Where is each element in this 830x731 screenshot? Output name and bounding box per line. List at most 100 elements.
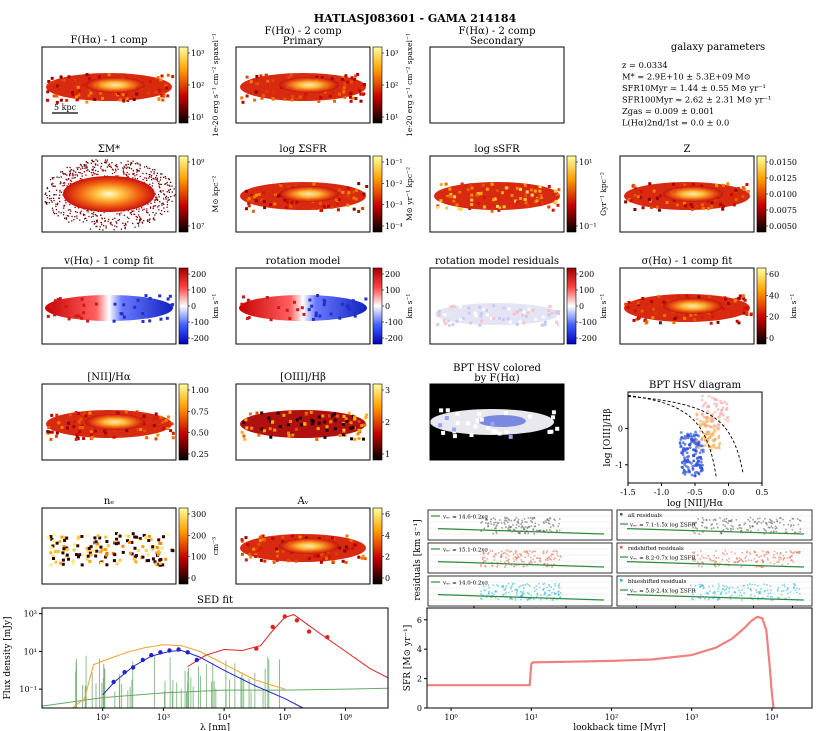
mass-map-pixel: [139, 163, 141, 165]
residual-point: [699, 594, 702, 596]
map-spaxel: [637, 303, 641, 307]
map-spaxel: [540, 200, 544, 204]
residual-point: [726, 586, 728, 588]
residual-point: [789, 550, 792, 552]
map-spaxel: [341, 77, 345, 81]
velocity-map-spaxel: [86, 319, 90, 323]
map-spaxel: [264, 73, 268, 77]
mass-map-pixel: [163, 203, 165, 206]
map-spaxel: [141, 555, 145, 559]
map-spaxel: [458, 190, 462, 194]
map-spaxel: [272, 90, 276, 94]
mass-map-pixel: [93, 160, 95, 163]
map-spaxel: [524, 201, 528, 205]
map-spaxel: [115, 562, 119, 566]
map-spaxel: [269, 419, 273, 423]
map-spaxel: [334, 198, 338, 202]
residual-point: [747, 559, 750, 561]
map-spaxel: [626, 305, 630, 309]
map-spaxel: [166, 94, 170, 98]
map-spaxel: [350, 80, 354, 84]
mass-map-pixel: [93, 223, 95, 225]
residual-point: [758, 591, 760, 593]
residual-point: [766, 557, 769, 559]
mass-map-pixel: [72, 175, 74, 177]
map-spaxel: [547, 205, 551, 209]
residual-point: [713, 564, 716, 566]
mass-map-pixel: [46, 203, 48, 205]
residual-point: [534, 590, 536, 592]
map-spaxel: [700, 184, 704, 188]
map-spaxel: [470, 186, 474, 190]
residual-point: [713, 554, 715, 557]
residual-point: [749, 553, 752, 555]
residual-point: [494, 597, 497, 599]
map-spaxel: [260, 96, 264, 100]
map-spaxel: [276, 411, 280, 415]
residual-point: [731, 519, 733, 521]
colorbar: [372, 267, 383, 345]
map-spaxel: [342, 86, 346, 90]
map-spaxel: [159, 78, 163, 82]
map-spaxel: [689, 203, 693, 207]
map-spaxel: [697, 295, 701, 299]
colorbar-tick-label: 0.0075: [769, 206, 797, 215]
map-disk: [240, 410, 366, 438]
residual-point: [701, 517, 704, 519]
mass-map-pixel: [53, 194, 55, 196]
residual-point: [507, 591, 510, 594]
bpt-xtick-label: 0.0: [722, 488, 735, 497]
residual-point: [552, 588, 555, 591]
residual-fit-legend: vₑₒ = 7.1-1.5x log ΣSFR: [629, 523, 696, 529]
map-frame: [235, 383, 371, 461]
residual-point: [797, 551, 800, 554]
residual-point: [722, 520, 724, 522]
map-spaxel: [737, 186, 740, 190]
residual-point: [547, 589, 550, 592]
residual-point: [708, 597, 711, 600]
map-spaxel: [142, 415, 146, 418]
residual-point: [773, 550, 776, 553]
bpt-point: [688, 443, 692, 447]
residual-point: [526, 527, 529, 530]
bpt-map-spaxel: [444, 416, 449, 420]
residual-point: [537, 530, 539, 532]
residual-point: [728, 520, 731, 522]
map-spaxel: [514, 199, 518, 203]
residual-map-spaxel: [524, 315, 528, 318]
map-spaxel: [131, 532, 135, 536]
mass-map-pixel: [136, 171, 138, 173]
residual-point: [696, 554, 699, 556]
residual-point: [780, 594, 783, 596]
residual-point: [787, 592, 789, 595]
residual-point: [700, 585, 702, 587]
map-spaxel: [342, 428, 346, 432]
bpt-map-spaxel: [469, 433, 474, 437]
residual-point: [740, 558, 743, 561]
mass-map-pixel: [46, 187, 48, 189]
sed-observed-point: [185, 650, 190, 655]
mass-map-pixel: [158, 183, 160, 185]
mass-map-pixel: [127, 176, 130, 178]
mass-map-pixel: [99, 226, 101, 228]
residual-point: [483, 560, 485, 562]
map-spaxel: [362, 92, 366, 96]
bpt-cloud-point: [695, 417, 699, 421]
colorbar-tick-label: 20: [769, 313, 779, 322]
mass-map-pixel: [92, 168, 94, 170]
mass-map-pixel: [159, 212, 162, 215]
mass-map-pixel: [161, 173, 163, 175]
bpt-cloud-point: [688, 470, 691, 474]
map-spaxel: [741, 294, 745, 298]
mass-map-pixel: [155, 212, 157, 214]
mass-map-pixel: [120, 212, 122, 214]
map-spaxel: [344, 74, 348, 78]
velocity-map-spaxel: [53, 313, 57, 317]
bpt-cloud-point: [707, 417, 711, 421]
map-spaxel: [50, 413, 54, 417]
residual-point: [505, 586, 507, 589]
map-spaxel: [350, 76, 354, 80]
velocity-map-spaxel: [347, 306, 351, 310]
velocity-map-spaxel: [277, 306, 281, 309]
